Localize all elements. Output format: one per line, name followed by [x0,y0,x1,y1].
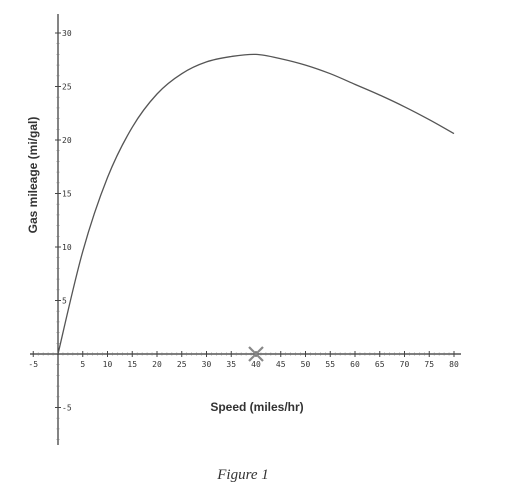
series-line [57,53,455,355]
x-tick-label: 20 [152,360,162,369]
x-tick-label: 5 [80,360,85,369]
x-tick-label: 25 [177,360,187,369]
x-tick-label: 40 [251,360,261,369]
y-tick-label: -5 [62,404,72,413]
x-tick-label: 10 [103,360,113,369]
y-tick-label: 30 [62,29,72,38]
y-axis-label: Gas mileage (mi/gal) [26,117,40,234]
axes [30,14,461,445]
x-marker-stroke [248,346,264,362]
x-tick-label: 75 [424,360,434,369]
x-marker [248,346,264,362]
x-tick-label: 55 [325,360,335,369]
x-tick-label: 35 [226,360,236,369]
tick-marks [32,32,455,440]
figure-caption: Figure 1 [216,467,269,483]
x-tick-label: 65 [375,360,385,369]
y-tick-label: 25 [62,83,72,92]
x-tick-label: 70 [400,360,410,369]
y-tick-label: 5 [62,297,67,306]
y-tick-label: 10 [62,243,72,252]
y-tick-label: 15 [62,190,72,199]
x-tick-label: 45 [276,360,286,369]
x-tick-label: -5 [28,360,38,369]
x-tick-label: 15 [127,360,137,369]
x-tick-label: 50 [301,360,311,369]
x-tick-label: 60 [350,360,360,369]
x-tick-label: 30 [202,360,212,369]
tick-labels: -5 5 10 15 20 25 30 35 40 45 50 55 60 65 70 75 80 -5 5 10 15… [28,29,459,413]
x-axis-label: Speed (miles/hr) [210,400,303,414]
x-tick-label: 80 [449,360,459,369]
y-tick-label: 20 [62,136,72,145]
